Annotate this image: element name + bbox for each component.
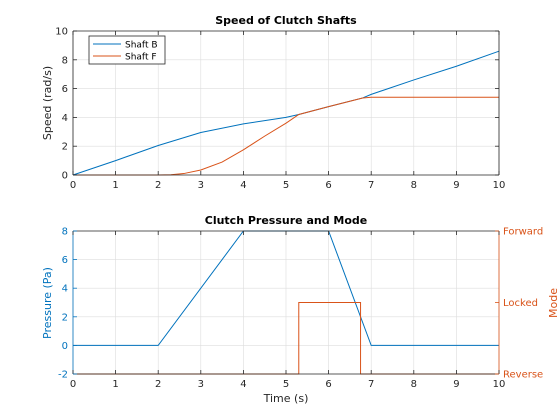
x-tick-label: 9 [453, 180, 459, 191]
y-right-tick-label: Forward [503, 227, 543, 238]
x-tick-label: 2 [155, 379, 161, 390]
x-tick-label: 4 [240, 379, 246, 390]
y-tick-label: 4 [62, 284, 68, 295]
x-tick-label: 5 [283, 379, 289, 390]
x-tick-label: 8 [411, 180, 417, 191]
x-tick-label: 6 [325, 379, 331, 390]
legend-shaft-f-label: Shaft F [125, 53, 157, 63]
x-tick-label: 4 [240, 180, 246, 191]
speed-chart-title: Speed of Clutch Shafts [215, 14, 357, 27]
x-tick-label: 1 [112, 379, 118, 390]
x-tick-label: 3 [198, 180, 204, 191]
x-tick-label: 6 [325, 180, 331, 191]
x-tick-label: 1 [112, 180, 118, 191]
y-tick-label: 0 [62, 341, 68, 352]
y-tick-label: 2 [62, 312, 68, 323]
y-tick-label: 0 [62, 171, 68, 182]
y-tick-label: 10 [55, 27, 68, 38]
legend-shaft-b-label: Shaft B [125, 41, 158, 51]
x-tick-label: 2 [155, 180, 161, 191]
pressure-chart-xlabel: Time (s) [263, 392, 309, 405]
pressure-chart-title: Clutch Pressure and Mode [205, 214, 368, 227]
x-tick-label: 10 [493, 379, 506, 390]
series-line-shaft-f [73, 96, 499, 176]
pressure-chart: Clutch Pressure and Mode Time (s) Pressu… [41, 214, 560, 405]
speed-chart-legend: Shaft B Shaft F [88, 35, 166, 65]
y-tick-label: 6 [62, 84, 68, 95]
x-tick-label: 10 [493, 180, 506, 191]
y-tick-label: 8 [62, 227, 68, 238]
x-tick-label: 9 [453, 379, 459, 390]
y-tick-label: 6 [62, 255, 68, 266]
pressure-chart-ylabel-right: Mode [547, 288, 560, 318]
x-tick-label: 7 [368, 180, 374, 191]
x-tick-label: 8 [411, 379, 417, 390]
speed-chart-ticks: 0 1 2 3 4 5 6 7 8 9 10 0 2 4 6 8 10 [55, 27, 505, 192]
speed-chart: Speed of Clutch Shafts Speed (rad/s) 0 1 2… [41, 14, 505, 191]
x-tick-label: 5 [283, 180, 289, 191]
y-tick-label: 8 [62, 55, 68, 66]
y-tick-label: 2 [62, 142, 68, 153]
speed-chart-lines [72, 50, 500, 176]
x-tick-label: 7 [368, 379, 374, 390]
speed-chart-ylabel: Speed (rad/s) [41, 66, 54, 140]
y-tick-label: -2 [58, 370, 68, 381]
x-tick-label: 0 [70, 379, 76, 390]
y-right-tick-label: Reverse [503, 370, 543, 381]
pressure-chart-ylabel: Pressure (Pa) [41, 267, 54, 339]
y-right-tick-label: Locked [503, 298, 538, 309]
legend-box [88, 35, 166, 65]
x-tick-label: 3 [198, 379, 204, 390]
y-tick-label: 4 [62, 113, 68, 124]
x-tick-label: 0 [70, 180, 76, 191]
